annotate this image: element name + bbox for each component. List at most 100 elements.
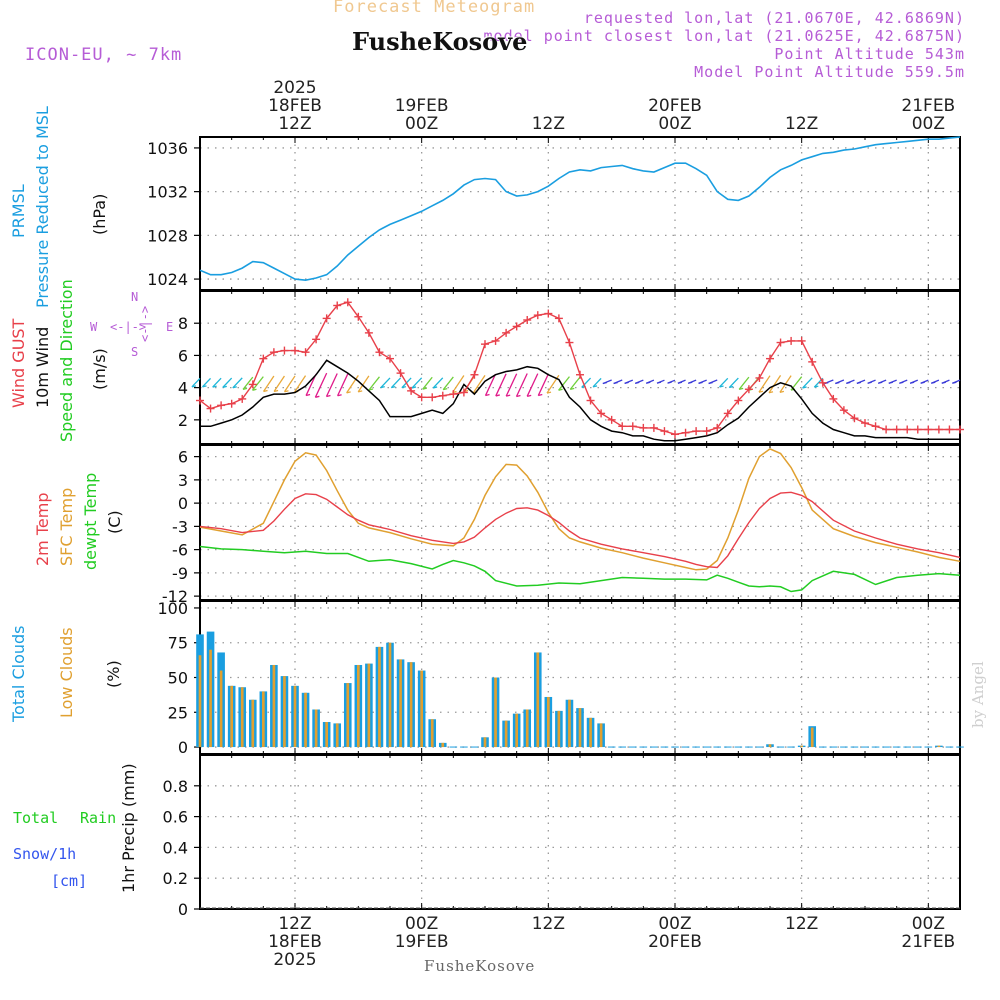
low-cloud-bar	[219, 670, 223, 748]
wind-direction-arrow	[293, 375, 307, 393]
low-cloud-bar	[483, 737, 487, 748]
bottom-time-label: 2025	[273, 950, 317, 970]
wind-direction-arrowhead	[443, 388, 448, 391]
y-tick-label: 8	[178, 314, 188, 333]
wind-direction-arrowhead	[516, 394, 521, 398]
wind-direction-arrowhead	[931, 381, 936, 384]
wind-direction-arrowhead	[252, 388, 257, 391]
low-cloud-bar	[304, 692, 307, 748]
wind-direction-arrowhead	[920, 381, 925, 384]
wind-direction-arrow	[505, 373, 518, 397]
y-tick-label: -12	[162, 587, 188, 606]
wind-direction-arrow	[357, 375, 370, 393]
pressure-line	[199, 136, 961, 282]
point-altitude: Point Altitude 543m	[774, 45, 965, 63]
y-tick-label: 0	[178, 738, 188, 757]
y-tick-label: 50	[168, 669, 188, 688]
top-time-label: 18FEB	[268, 96, 322, 116]
compass-east: E	[166, 320, 174, 334]
wind-direction-arrowhead	[802, 386, 807, 389]
wind-direction-arrow	[719, 377, 729, 388]
wind-direction-arrowhead	[758, 390, 764, 393]
wind-direction-arrowhead	[368, 388, 374, 391]
wind-direction-arrow	[526, 373, 539, 397]
low-cloud-bar	[409, 662, 413, 748]
panel-frame	[199, 444, 961, 601]
top-time-label: 20FEB	[648, 96, 702, 116]
panel-wind: 2 4 6 8	[178, 290, 964, 445]
wind-direction-arrowhead	[391, 386, 396, 389]
low-cloud-bar	[230, 685, 233, 748]
wind-direction-arrowhead	[835, 381, 840, 385]
low-cloud-bar	[325, 722, 328, 748]
wind-direction-arrowhead	[495, 394, 500, 397]
y-tick-label: 100	[157, 599, 188, 618]
wind-direction-arrow	[581, 377, 592, 388]
wind-direction-arrowhead	[698, 381, 703, 384]
compass-west: W	[90, 320, 98, 334]
wind-direction-arrowhead	[284, 390, 289, 393]
precip-snow-unit: [cm]	[51, 872, 88, 890]
wind-direction-arrowhead	[846, 381, 851, 384]
compass-east-west-arrows: <-|->	[110, 320, 147, 334]
wind-direction-arrowhead	[315, 395, 320, 398]
low-cloud-bar	[251, 699, 255, 748]
wind-direction-arrow	[738, 376, 750, 390]
wind-direction-arrowhead	[527, 394, 532, 397]
wind-direction-arrowhead	[273, 389, 279, 393]
y-tick-label: -6	[172, 541, 188, 560]
dewpoint-line	[199, 545, 961, 593]
low-cloud-bar	[937, 745, 941, 748]
bottom-time-label: 18FEB	[268, 932, 322, 952]
y-tick-label: 0.6	[163, 808, 188, 827]
low-cloud-bar	[568, 699, 571, 748]
wind-direction-arrowhead	[738, 387, 744, 390]
wind-direction-arrowhead	[346, 391, 351, 394]
bottom-time-label: 20FEB	[648, 932, 702, 952]
panel-frame	[199, 754, 961, 910]
wind-direction-arrowhead	[729, 385, 734, 389]
wind-direction-arrowhead	[899, 381, 904, 384]
wind-direction-arrowhead	[677, 381, 683, 384]
low-cloud-bar	[430, 719, 434, 748]
top-time-label: 12Z	[278, 114, 312, 134]
y-tick-label: 1028	[147, 226, 188, 245]
y-tick-label: 75	[168, 634, 188, 653]
top-time-label: 2025	[273, 78, 317, 98]
y-tick-label: 6	[178, 346, 188, 365]
y-tick-label: 3	[178, 471, 188, 490]
low-cloud-bar	[525, 709, 529, 748]
wind-direction-arrowhead	[635, 381, 640, 384]
wind-10m-line	[200, 359, 960, 442]
wind-direction-arrow	[305, 373, 317, 396]
wind-direction-arrowhead	[570, 387, 575, 390]
wind-direction-arrow	[346, 374, 359, 394]
low-cloud-bar	[293, 685, 297, 748]
low-cloud-bar	[589, 717, 592, 748]
closest-coords: model point closest lon,lat (21.0625E, 4…	[483, 27, 965, 45]
y-tick-label: 0	[178, 900, 188, 919]
bottom-time-label: 21FEB	[901, 932, 956, 952]
low-cloud-bar	[557, 710, 561, 748]
top-time-label: 21FEB	[901, 96, 956, 116]
panel-clouds: 0 25 50 75 100	[157, 599, 964, 757]
y-tick-label: 4	[178, 379, 188, 398]
wind-direction-arrowhead	[878, 381, 883, 384]
low-cloud-bar	[810, 727, 814, 748]
wind-direction-arrow	[432, 377, 444, 389]
wind-gust-line	[199, 301, 960, 436]
wind-direction-arrow	[232, 377, 243, 389]
wind-direction-arrowhead	[888, 381, 893, 384]
low-cloud-bar	[357, 664, 360, 748]
y-tick-label: 0.8	[163, 777, 188, 796]
wind-direction-arrowhead	[305, 393, 311, 397]
wind-direction-arrowhead	[667, 381, 672, 384]
wind-direction-arrowhead	[422, 387, 428, 390]
y-tick-label: 1024	[147, 270, 188, 289]
low-cloud-bar	[283, 676, 286, 748]
wind-direction-arrowhead	[814, 385, 819, 388]
top-time-label: 00Z	[405, 114, 439, 134]
bottom-time-label: 12Z	[531, 914, 565, 934]
y-tick-label: 1032	[147, 183, 188, 202]
